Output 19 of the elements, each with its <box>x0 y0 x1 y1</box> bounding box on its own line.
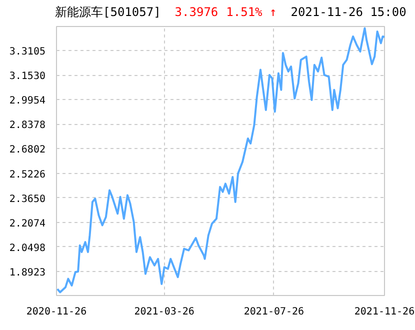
y-tick-label: 3.3105 <box>9 46 46 58</box>
y-tick-label: 2.9954 <box>9 96 46 107</box>
text: 1.51% ↑ <box>226 5 277 19</box>
x-tick-label: 2021-07-26 <box>244 306 304 318</box>
y-tick-label: 2.3650 <box>9 194 46 205</box>
text: 3.3976 <box>174 5 218 19</box>
chart-title: 新能源车[501057] <box>55 5 161 19</box>
x-tick-label: 2020-11-26 <box>26 306 87 318</box>
y-tick-label: 3.1530 <box>9 71 46 82</box>
line-series <box>56 27 384 294</box>
y-tick-label: 2.2074 <box>9 218 46 230</box>
text: 2021-11-26 15:00 <box>290 5 406 19</box>
y-tick-label: 2.6802 <box>9 144 46 156</box>
y-tick-label: 2.0498 <box>9 242 46 254</box>
y-tick-label: 2.8378 <box>9 120 46 132</box>
x-tick-label: 2021-03-26 <box>134 306 194 318</box>
y-tick-label: 1.8923 <box>9 267 46 278</box>
x-tick-label: 2021-11-26 <box>354 306 415 318</box>
y-tick-label: 2.5226 <box>9 169 46 180</box>
